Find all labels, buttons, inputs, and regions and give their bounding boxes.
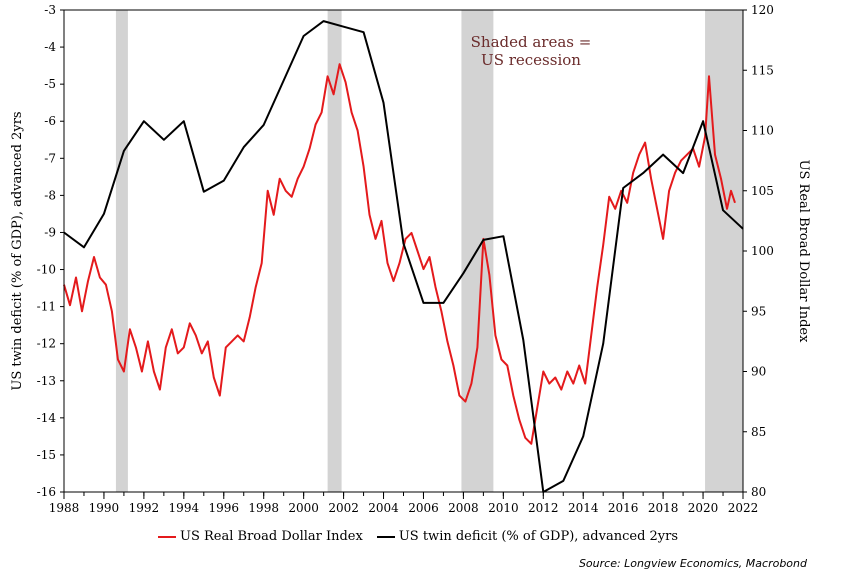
x-tick-label: 1992 bbox=[129, 501, 160, 515]
left-tick-label: -13 bbox=[37, 374, 56, 388]
right-axis-title: US Real Broad Dollar Index bbox=[796, 160, 811, 344]
left-tick-label: -11 bbox=[37, 300, 56, 314]
legend-swatch-twin-deficit bbox=[376, 535, 395, 538]
recession-band-1 bbox=[327, 10, 342, 492]
left-tick-label: -15 bbox=[37, 448, 56, 462]
right-tick-label: 90 bbox=[751, 365, 766, 379]
x-tick-label: 2008 bbox=[448, 501, 479, 515]
left-tick-label: -16 bbox=[37, 485, 56, 499]
legend-item-twin-deficit: US twin deficit (% of GDP), advanced 2yr… bbox=[376, 529, 679, 544]
right-tick-label: 95 bbox=[751, 304, 766, 318]
legend-label-dollar-index: US Real Broad Dollar Index bbox=[180, 529, 363, 544]
source-note: Source: Longview Economics, Macrobond bbox=[578, 557, 807, 570]
left-axis-title: US twin deficit (% of GDP), advanced 2yr… bbox=[10, 111, 25, 390]
left-tick-label: -7 bbox=[44, 151, 56, 165]
left-tick-label: -14 bbox=[37, 411, 57, 425]
dollar-index-series bbox=[63, 63, 736, 445]
dollar-index-line bbox=[63, 63, 736, 445]
x-tick-label: 2010 bbox=[488, 501, 519, 515]
recession-band-0 bbox=[115, 10, 128, 492]
left-tick-label: -4 bbox=[44, 40, 56, 54]
left-tick-label: -3 bbox=[44, 3, 56, 17]
right-tick-label: 80 bbox=[751, 485, 766, 499]
left-tick-label: -10 bbox=[37, 263, 56, 277]
recession-bands bbox=[115, 10, 743, 492]
recession-note-line2: US recession bbox=[481, 51, 581, 69]
x-tick-label: 2022 bbox=[728, 501, 759, 515]
x-tick-label: 2016 bbox=[608, 501, 639, 515]
left-tick-label: -6 bbox=[44, 114, 56, 128]
x-tick-label: 1988 bbox=[49, 501, 80, 515]
x-tick-label: 2012 bbox=[528, 501, 559, 515]
left-tick-label: -12 bbox=[37, 337, 56, 351]
twin-deficit-line bbox=[63, 20, 744, 493]
left-axis-ticks: -3 -4 -5 -6 -7 -8 -9 -10 -11 -12 -13 -14 -15 -16 bbox=[37, 3, 64, 499]
right-tick-label: 120 bbox=[751, 3, 774, 17]
x-tick-label: 2000 bbox=[288, 501, 319, 515]
legend: US Real Broad Dollar Index US twin defic… bbox=[158, 529, 678, 544]
x-axis-ticks: 1988 1990 1992 1994 1996 1998 2000 2002 2004 2006… bbox=[49, 492, 759, 515]
legend-label-twin-deficit: US twin deficit (% of GDP), advanced 2yr… bbox=[398, 529, 679, 544]
right-tick-label: 100 bbox=[751, 244, 774, 258]
x-tick-label: 1994 bbox=[169, 501, 200, 515]
x-tick-label: 2014 bbox=[568, 501, 599, 515]
x-tick-label: 2020 bbox=[688, 501, 719, 515]
left-tick-label: -8 bbox=[44, 188, 56, 202]
x-tick-label: 1998 bbox=[248, 501, 279, 515]
x-tick-label: 2002 bbox=[328, 501, 359, 515]
legend-item-dollar-index: US Real Broad Dollar Index bbox=[158, 529, 363, 544]
x-tick-label: 2006 bbox=[408, 501, 439, 515]
left-tick-label: -9 bbox=[44, 225, 56, 239]
right-tick-label: 85 bbox=[751, 425, 766, 439]
right-tick-label: 110 bbox=[751, 124, 774, 138]
right-tick-label: 115 bbox=[751, 63, 774, 77]
x-tick-label: 2004 bbox=[368, 501, 399, 515]
right-tick-label: 105 bbox=[751, 184, 774, 198]
recession-band-3 bbox=[705, 10, 743, 492]
recession-note-line1: Shaded areas = bbox=[471, 33, 592, 51]
x-tick-label: 1996 bbox=[208, 501, 239, 515]
x-tick-label: 2018 bbox=[648, 501, 679, 515]
right-axis-ticks: 120 115 110 105 100 95 90 85 80 bbox=[743, 3, 774, 499]
x-tick-label: 1990 bbox=[89, 501, 120, 515]
twin-deficit-series bbox=[63, 20, 744, 493]
left-tick-label: -5 bbox=[44, 77, 56, 91]
legend-swatch-dollar-index bbox=[158, 535, 176, 538]
